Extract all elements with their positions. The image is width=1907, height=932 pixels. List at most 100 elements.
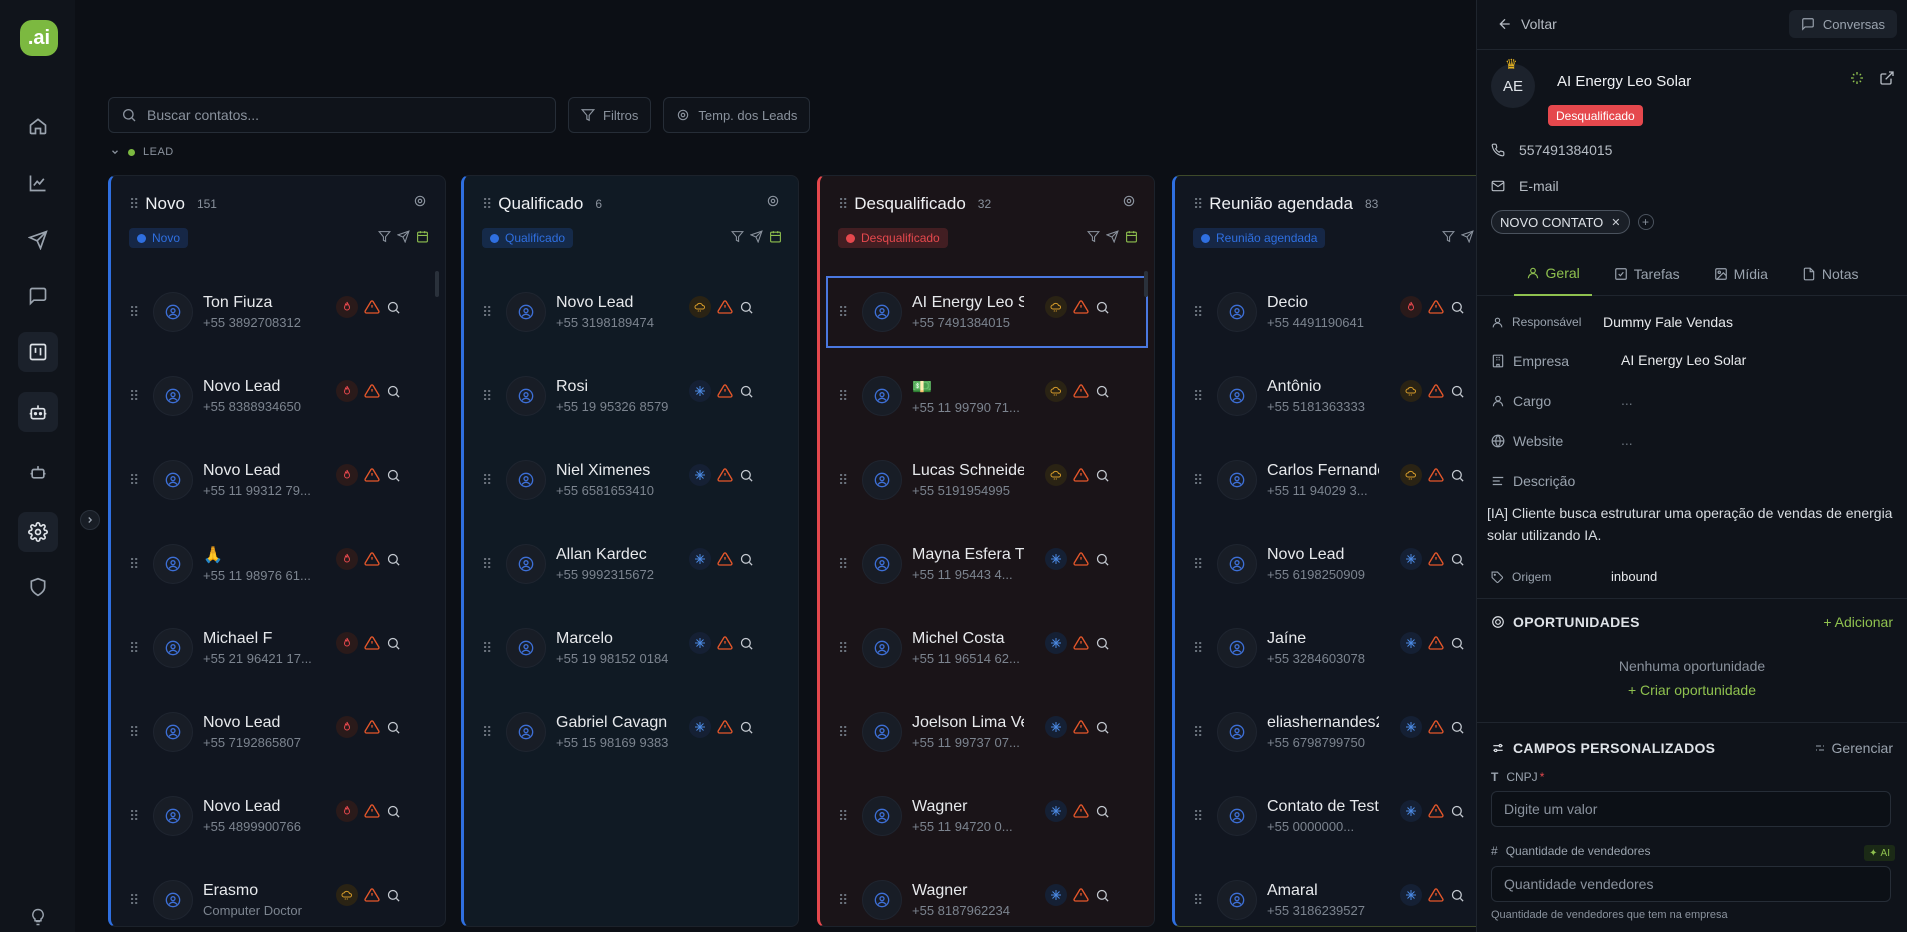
lead-card[interactable]: ⠿ Jaíne +55 3284603078 — [1175, 606, 1509, 690]
lead-card[interactable]: ⠿ Novo Lead +55 4899900766 — [111, 774, 445, 858]
snowflake-icon[interactable] — [1045, 884, 1067, 906]
drag-handle-icon[interactable]: ⠿ — [482, 555, 493, 572]
fire-icon[interactable] — [1400, 296, 1422, 318]
drag-handle-icon[interactable]: ⠿ — [129, 387, 140, 404]
warning-icon[interactable] — [364, 635, 380, 651]
warning-icon[interactable] — [1073, 635, 1089, 651]
contact-email[interactable]: E-mail — [1519, 178, 1559, 194]
search-icon[interactable] — [1095, 300, 1110, 315]
warning-icon[interactable] — [364, 803, 380, 819]
warning-icon[interactable] — [364, 299, 380, 315]
lead-card[interactable]: ⠿ Mayna Esfera Têxtil +55 11 95443 4... — [820, 522, 1154, 606]
column-scrollbar[interactable] — [435, 271, 439, 297]
search-icon[interactable] — [1095, 384, 1110, 399]
snowflake-icon[interactable] — [689, 464, 711, 486]
warning-icon[interactable] — [1073, 719, 1089, 735]
drag-handle-icon[interactable]: ⠿ — [129, 891, 140, 908]
lead-card[interactable]: ⠿ Erasmo Computer Doctor — [111, 858, 445, 926]
warning-icon[interactable] — [1073, 383, 1089, 399]
send-icon[interactable] — [1461, 230, 1474, 243]
snowflake-icon[interactable] — [1045, 800, 1067, 822]
lead-card[interactable]: ⠿ Gabriel Cavagnini +55 15 98169 9383 — [464, 690, 798, 774]
drag-handle-icon[interactable]: ⠿ — [129, 723, 140, 740]
search-icon[interactable] — [1450, 720, 1465, 735]
drag-handle-icon[interactable]: ⠿ — [838, 303, 849, 320]
column-settings-icon[interactable] — [1122, 194, 1136, 208]
home-nav-button[interactable] — [18, 106, 58, 146]
search-icon[interactable] — [1095, 888, 1110, 903]
fire-icon[interactable] — [336, 716, 358, 738]
drag-handle-icon[interactable]: ⠿ — [1193, 807, 1204, 824]
warning-icon[interactable] — [1428, 887, 1444, 903]
tab-midia[interactable]: Mídia — [1702, 252, 1780, 296]
drag-handle-icon[interactable]: ⠿ — [1193, 639, 1204, 656]
lead-card[interactable]: ⠿ Novo Lead +55 7192865807 — [111, 690, 445, 774]
snowflake-icon[interactable] — [1400, 632, 1422, 654]
lead-card[interactable]: ⠿ Michel Costa +55 11 96514 62... — [820, 606, 1154, 690]
descricao-value[interactable]: [IA] Cliente busca estruturar uma operaç… — [1487, 505, 1893, 543]
search-icon[interactable] — [739, 636, 754, 651]
contacts-search-input[interactable]: Buscar contatos... — [108, 97, 556, 133]
drag-handle-icon[interactable]: ⠿ — [838, 555, 849, 572]
filter-icon[interactable] — [378, 230, 391, 243]
external-link-icon[interactable] — [1879, 70, 1895, 86]
drag-handle-icon[interactable]: ⠿ — [129, 807, 140, 824]
fire-icon[interactable] — [336, 632, 358, 654]
column-settings-icon[interactable] — [413, 194, 427, 208]
warning-icon[interactable] — [364, 383, 380, 399]
lead-card[interactable]: ⠿ Antônio +55 5181363333 — [1175, 354, 1509, 438]
chat-nav-button[interactable] — [18, 276, 58, 316]
cloud-sun-icon[interactable] — [689, 296, 711, 318]
lead-card[interactable]: ⠿ Carlos Fernando +55 11 94029 3... — [1175, 438, 1509, 522]
drag-handle-icon[interactable]: ⠿ — [129, 471, 140, 488]
drag-handle-icon[interactable]: ⠿ — [482, 639, 493, 656]
search-icon[interactable] — [386, 468, 401, 483]
tips-button[interactable] — [18, 902, 58, 932]
website-value[interactable]: ... — [1621, 432, 1633, 448]
drag-handle-icon[interactable]: ⠿ — [1193, 471, 1204, 488]
lead-card[interactable]: ⠿ Contato de Teste +55 0000000... — [1175, 774, 1509, 858]
snowflake-icon[interactable] — [1400, 716, 1422, 738]
manage-fields-button[interactable]: Gerenciar — [1814, 740, 1893, 756]
drag-handle-icon[interactable]: ⠿ — [129, 555, 140, 572]
lead-card[interactable]: ⠿ Decio +55 4491190641 — [1175, 270, 1509, 354]
drag-handle-icon[interactable]: ⠿ — [838, 891, 849, 908]
warning-icon[interactable] — [1073, 803, 1089, 819]
warning-icon[interactable] — [364, 887, 380, 903]
lead-card[interactable]: ⠿ AI Energy Leo Solar +55 7491384015 — [820, 270, 1154, 354]
lead-card[interactable]: ⠿ Novo Lead +55 3198189474 — [464, 270, 798, 354]
search-icon[interactable] — [1450, 552, 1465, 567]
drag-handle-icon[interactable]: ⠿ — [482, 195, 492, 212]
search-icon[interactable] — [386, 300, 401, 315]
cnpj-input[interactable]: Digite um valor — [1491, 791, 1891, 827]
add-tag-button[interactable]: + — [1637, 214, 1654, 230]
lead-card[interactable]: ⠿ Novo Lead +55 8388934650 — [111, 354, 445, 438]
snowflake-icon[interactable] — [1400, 548, 1422, 570]
warning-icon[interactable] — [717, 299, 733, 315]
bot-nav-button[interactable] — [18, 392, 58, 432]
drag-handle-icon[interactable]: ⠿ — [482, 387, 493, 404]
calendar-icon[interactable] — [1125, 230, 1138, 243]
fire-icon[interactable] — [336, 464, 358, 486]
responsavel-value[interactable]: Dummy Fale Vendas — [1603, 314, 1733, 330]
warning-icon[interactable] — [1428, 635, 1444, 651]
filter-icon[interactable] — [1442, 230, 1455, 243]
close-icon[interactable]: ✕ — [1611, 216, 1621, 229]
back-button[interactable]: Voltar — [1497, 16, 1557, 32]
cloud-sun-icon[interactable] — [1045, 380, 1067, 402]
search-icon[interactable] — [739, 552, 754, 567]
warning-icon[interactable] — [364, 551, 380, 567]
search-icon[interactable] — [386, 384, 401, 399]
warning-icon[interactable] — [1428, 719, 1444, 735]
drag-handle-icon[interactable]: ⠿ — [838, 639, 849, 656]
contact-phone[interactable]: 557491384015 — [1519, 142, 1613, 158]
search-icon[interactable] — [386, 720, 401, 735]
lead-card[interactable]: ⠿ Novo Lead +55 6198250909 — [1175, 522, 1509, 606]
column-settings-icon[interactable] — [766, 194, 780, 208]
search-icon[interactable] — [386, 636, 401, 651]
fire-icon[interactable] — [336, 800, 358, 822]
tab-geral[interactable]: Geral — [1513, 252, 1592, 296]
snowflake-icon[interactable] — [1400, 800, 1422, 822]
send-icon[interactable] — [750, 230, 763, 243]
fire-icon[interactable] — [336, 380, 358, 402]
